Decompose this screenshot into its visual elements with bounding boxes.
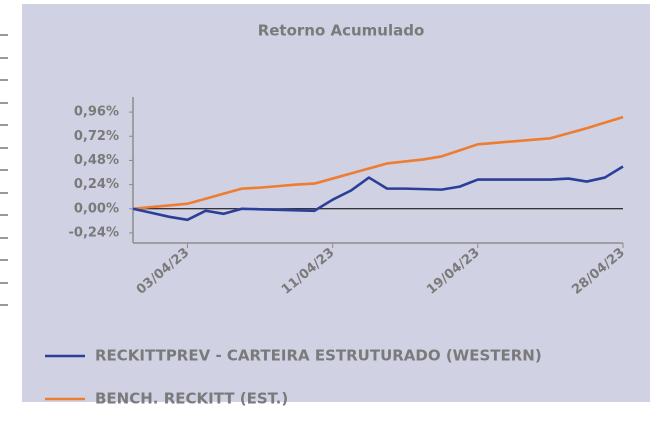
legend-label: BENCH. RECKITT (EST.) — [95, 390, 288, 408]
series-line — [132, 165, 624, 222]
y-tick-label: -0,24% — [69, 225, 120, 240]
chart-panel — [22, 4, 650, 402]
legend-label: RECKITTPREV - CARTEIRA ESTRUTURADO (WEST… — [95, 347, 542, 365]
series-line — [132, 115, 624, 211]
y-tick-label: 0,96% — [74, 105, 119, 120]
y-tick-label: 0,48% — [74, 153, 119, 168]
left-dashes — [0, 34, 8, 306]
y-tick-label: 0,00% — [74, 201, 119, 216]
y-tick-label: 0,72% — [74, 129, 119, 144]
chart-title: Retorno Acumulado — [258, 22, 425, 40]
y-tick-label: 0,24% — [74, 177, 119, 192]
